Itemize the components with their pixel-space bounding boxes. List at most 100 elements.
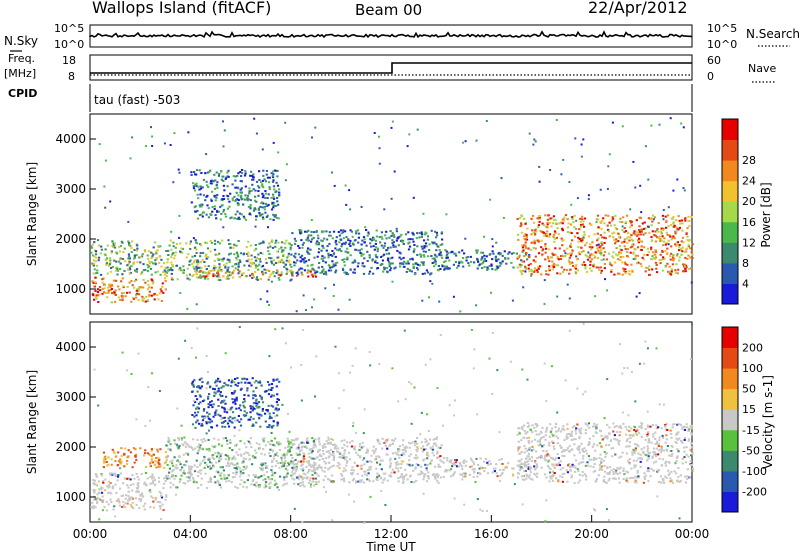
echo-cell bbox=[287, 260, 290, 263]
echo-cell bbox=[664, 475, 667, 478]
echo-cell bbox=[400, 233, 403, 236]
echo-cell bbox=[639, 228, 642, 231]
echo-cell bbox=[195, 271, 198, 274]
echo-cell bbox=[96, 272, 99, 274]
echo-cell bbox=[274, 245, 277, 248]
echo-cell bbox=[425, 453, 429, 456]
echo-cell bbox=[129, 157, 132, 160]
echo-cell bbox=[199, 395, 202, 398]
echo-cell bbox=[687, 215, 690, 218]
cpid-strip: CPID tau (fast) -503 bbox=[8, 84, 693, 112]
echo-cell bbox=[401, 452, 405, 455]
echo-cell bbox=[252, 276, 255, 278]
echo-cell bbox=[207, 265, 210, 268]
echo-cell bbox=[188, 273, 191, 276]
echo-cell bbox=[275, 460, 278, 462]
echo-cell bbox=[178, 460, 181, 463]
echo-cell bbox=[329, 266, 332, 269]
echo-cell bbox=[222, 226, 225, 229]
echo-cell bbox=[276, 393, 279, 396]
echo-cell bbox=[441, 256, 444, 259]
echo-cell bbox=[303, 476, 306, 479]
echo-cell bbox=[571, 264, 575, 267]
echo-cell bbox=[556, 255, 559, 258]
echo-cell bbox=[260, 475, 263, 477]
echo-cell bbox=[486, 472, 490, 475]
echo-cell bbox=[667, 225, 670, 228]
echo-cell bbox=[525, 473, 528, 476]
echo-cell bbox=[159, 273, 162, 276]
echo-cell bbox=[175, 264, 179, 267]
echo-cell bbox=[537, 444, 540, 447]
echo-cell bbox=[148, 260, 151, 263]
echo-cell bbox=[290, 454, 293, 457]
echo-cell bbox=[534, 140, 537, 143]
echo-cell bbox=[564, 254, 567, 257]
echo-cell bbox=[388, 459, 392, 462]
echo-cell bbox=[206, 184, 209, 187]
echo-cell bbox=[410, 481, 413, 483]
echo-cell bbox=[273, 479, 276, 482]
echo-cell bbox=[195, 273, 198, 276]
echo-cell bbox=[161, 503, 164, 506]
echo-cell bbox=[576, 232, 579, 235]
echo-cell bbox=[93, 479, 97, 482]
echo-cell bbox=[99, 289, 102, 292]
echo-cell bbox=[440, 444, 443, 447]
echo-cell bbox=[544, 245, 547, 248]
echo-cell bbox=[344, 241, 348, 244]
echo-cell bbox=[423, 245, 426, 248]
echo-cell bbox=[246, 194, 250, 197]
echo-cell bbox=[449, 468, 453, 471]
echo-cell bbox=[595, 266, 598, 269]
echo-cell bbox=[364, 473, 367, 476]
echo-cell bbox=[271, 459, 274, 462]
echo-cell bbox=[164, 476, 167, 479]
echo-cell bbox=[305, 260, 308, 263]
echo-cell bbox=[306, 441, 309, 444]
echo-cell bbox=[302, 294, 305, 297]
echo-cell bbox=[536, 472, 539, 475]
echo-cell bbox=[289, 263, 292, 266]
echo-cell bbox=[591, 246, 594, 249]
echo-cell bbox=[330, 480, 333, 483]
echo-cell bbox=[426, 451, 429, 454]
echo-cell bbox=[252, 390, 255, 393]
echo-cell bbox=[596, 247, 599, 250]
echo-cell bbox=[120, 495, 123, 498]
echo-cell bbox=[280, 246, 283, 249]
echo-cell bbox=[287, 254, 290, 257]
echo-cell bbox=[207, 406, 210, 409]
echo-cell bbox=[212, 415, 215, 418]
echo-cell bbox=[683, 265, 686, 268]
echo-cell bbox=[356, 464, 359, 467]
echo-cell bbox=[480, 466, 483, 469]
echo-cell bbox=[220, 472, 223, 475]
echo-cell bbox=[613, 231, 616, 234]
echo-cell bbox=[311, 306, 313, 309]
echo-cell bbox=[230, 392, 234, 394]
echo-cell bbox=[629, 273, 632, 276]
echo-cell bbox=[213, 187, 217, 190]
echo-cell bbox=[610, 224, 613, 227]
echo-cell bbox=[532, 246, 535, 249]
echo-cell bbox=[231, 272, 234, 275]
echo-cell bbox=[608, 432, 611, 435]
echo-cell bbox=[190, 382, 194, 385]
echo-cell bbox=[642, 233, 645, 236]
echo-cell bbox=[235, 399, 238, 402]
echo-cell bbox=[264, 483, 267, 486]
echo-cell bbox=[678, 249, 681, 252]
echo-cell bbox=[265, 261, 268, 264]
echo-cell bbox=[218, 484, 221, 487]
echo-cell bbox=[430, 447, 433, 450]
echo-cell bbox=[199, 401, 202, 404]
echo-cell bbox=[594, 295, 597, 298]
echo-cell bbox=[254, 199, 257, 202]
echo-cell bbox=[260, 452, 263, 455]
echo-cell bbox=[368, 466, 371, 469]
echo-cell bbox=[198, 169, 201, 172]
echo-cell bbox=[236, 384, 239, 387]
echo-cell bbox=[424, 438, 427, 441]
echo-cell bbox=[317, 474, 320, 477]
